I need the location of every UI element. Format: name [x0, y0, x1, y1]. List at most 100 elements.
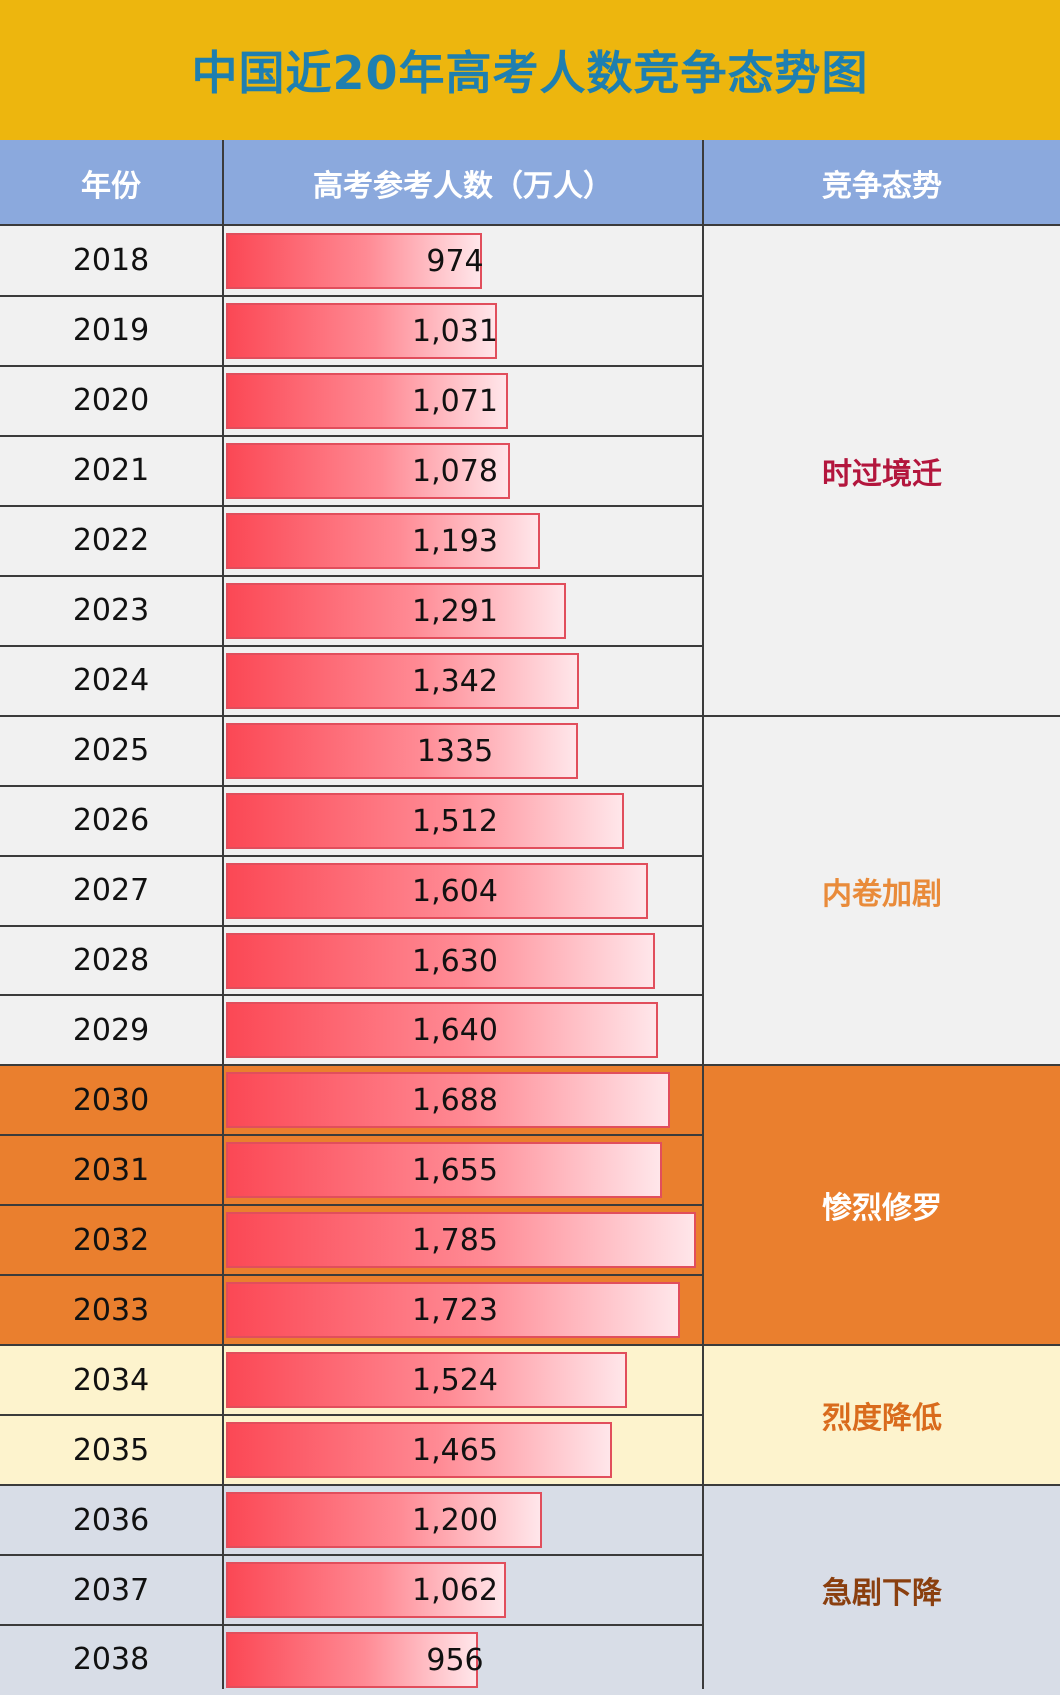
group-divider [704, 1484, 1060, 1487]
data-label: 1,071 [412, 383, 498, 419]
data-bar [226, 1212, 696, 1269]
year-cell: 2028 [72, 942, 150, 978]
row-divider [0, 504, 704, 507]
data-bar [226, 1072, 670, 1129]
status-cell: 时过境迁 [822, 456, 942, 492]
data-label: 1,291 [412, 593, 498, 629]
row-divider [0, 1134, 704, 1137]
row-divider [0, 1624, 704, 1626]
row-divider [0, 1344, 704, 1347]
chart-title: 中国近20年高考人数竞争态势图 [191, 46, 869, 100]
data-bar [226, 1352, 627, 1409]
data-bar [226, 862, 648, 919]
row-divider [0, 644, 704, 647]
year-cell: 2026 [72, 803, 150, 839]
year-cell: 2023 [72, 593, 150, 629]
year-cell: 2037 [72, 1572, 150, 1608]
header-divider [702, 140, 704, 226]
data-label: 1,512 [412, 803, 498, 839]
row-divider [0, 994, 704, 997]
year-cell: 2019 [72, 313, 150, 349]
year-cell: 2025 [72, 733, 150, 769]
data-label: 1,630 [412, 943, 498, 979]
data-label: 1,031 [412, 313, 498, 349]
row-divider [0, 1064, 704, 1067]
row-divider [0, 364, 704, 367]
year-cell: 2024 [72, 663, 150, 699]
status-cell: 烈度降低 [822, 1401, 942, 1437]
year-cell: 2035 [72, 1432, 150, 1468]
header-divider [222, 140, 224, 226]
row-divider [0, 574, 704, 577]
data-label: 1,785 [412, 1223, 498, 1259]
header-status: 竞争态势 [822, 169, 942, 204]
data-bar [226, 233, 482, 289]
data-label: 974 [426, 244, 484, 279]
data-bar [226, 932, 655, 989]
row-divider [0, 1204, 704, 1207]
group-divider [704, 1344, 1060, 1347]
status-cell: 内卷加剧 [822, 876, 942, 912]
year-cell: 2021 [72, 453, 150, 489]
row-divider [0, 714, 704, 717]
data-bar [226, 1422, 612, 1479]
table-header: 年份 高考参考人数（万人） 竞争态势 [0, 140, 1060, 226]
year-cell: 2038 [72, 1642, 150, 1678]
data-label: 1,465 [412, 1433, 498, 1469]
data-label: 1,200 [412, 1503, 498, 1539]
data-label: 1335 [416, 733, 494, 769]
group-divider [704, 1064, 1060, 1067]
row-divider [0, 1274, 704, 1277]
header-divider-line [0, 224, 1060, 226]
row-divider [0, 924, 704, 927]
data-bar [226, 1492, 542, 1549]
data-bar [226, 1562, 506, 1619]
year-cell: 2022 [72, 523, 150, 559]
data-bar [226, 1142, 662, 1199]
data-bar [226, 652, 579, 709]
data-label: 1,078 [412, 453, 498, 489]
year-cell: 2020 [72, 383, 150, 419]
data-bar [226, 1002, 658, 1059]
header-value: 高考参考人数（万人） [313, 169, 613, 204]
year-cell: 2033 [72, 1292, 150, 1328]
year-cell: 2032 [72, 1222, 150, 1258]
year-cell: 2034 [72, 1362, 150, 1398]
status-cell: 惨烈修罗 [822, 1191, 942, 1227]
data-label: 1,524 [412, 1363, 498, 1399]
column-divider [222, 226, 224, 1689]
year-cell: 2029 [72, 1012, 150, 1048]
data-label: 1,688 [412, 1083, 498, 1119]
title-bar: 中国近20年高考人数竞争态势图 [0, 0, 1060, 140]
year-cell: 2030 [72, 1082, 150, 1118]
row-divider [0, 1414, 704, 1417]
year-cell: 2031 [72, 1152, 150, 1188]
data-label: 956 [426, 1643, 484, 1678]
row-divider [0, 784, 704, 787]
data-label: 1,723 [412, 1293, 498, 1329]
row-divider [0, 1554, 704, 1557]
data-label: 1,655 [412, 1153, 498, 1189]
data-label: 1,640 [412, 1013, 498, 1049]
year-cell: 2018 [72, 243, 150, 279]
data-label: 1,062 [412, 1573, 498, 1609]
data-bar [226, 792, 624, 849]
column-divider [702, 226, 704, 1689]
data-bar [226, 512, 540, 569]
data-label: 1,604 [412, 873, 498, 909]
row-divider [0, 854, 704, 857]
data-bar [226, 1282, 680, 1339]
header-year: 年份 [81, 169, 141, 204]
group-divider [704, 714, 1060, 717]
row-divider [0, 294, 704, 297]
data-label: 1,193 [412, 523, 498, 559]
status-cell: 急剧下降 [822, 1576, 942, 1612]
data-bar [226, 582, 566, 639]
data-bar [226, 1632, 478, 1688]
row-divider [0, 1484, 704, 1487]
year-cell: 2027 [72, 873, 150, 909]
data-bar [226, 722, 578, 779]
data-label: 1,342 [412, 663, 498, 699]
data-bar [226, 302, 497, 359]
